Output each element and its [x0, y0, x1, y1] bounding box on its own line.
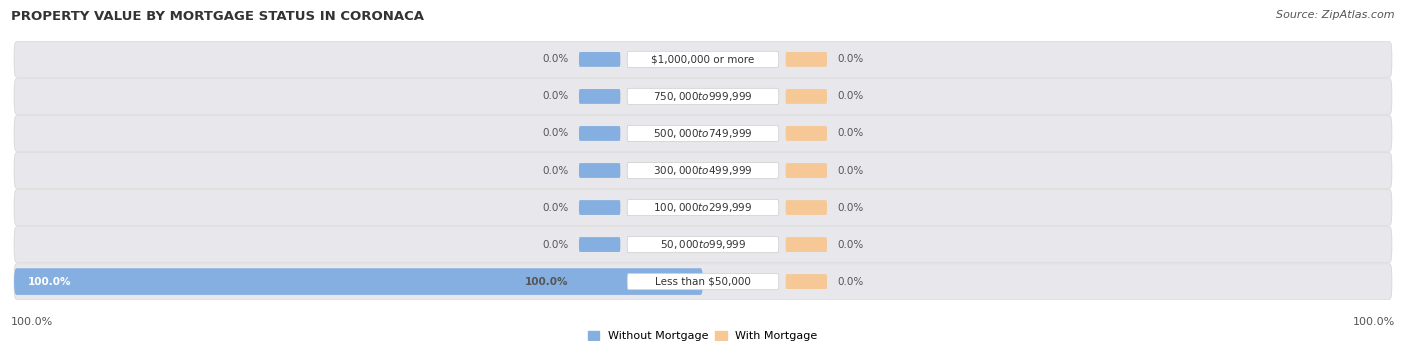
- Text: 0.0%: 0.0%: [838, 91, 863, 102]
- Text: 0.0%: 0.0%: [543, 203, 568, 212]
- Legend: Without Mortgage, With Mortgage: Without Mortgage, With Mortgage: [588, 331, 818, 341]
- FancyBboxPatch shape: [786, 237, 827, 252]
- FancyBboxPatch shape: [786, 163, 827, 178]
- FancyBboxPatch shape: [579, 200, 620, 215]
- FancyBboxPatch shape: [627, 199, 779, 216]
- Text: 0.0%: 0.0%: [543, 239, 568, 250]
- Text: 100.0%: 100.0%: [526, 277, 568, 286]
- Text: 0.0%: 0.0%: [838, 129, 863, 138]
- Text: $100,000 to $299,999: $100,000 to $299,999: [654, 201, 752, 214]
- FancyBboxPatch shape: [627, 162, 779, 179]
- Text: PROPERTY VALUE BY MORTGAGE STATUS IN CORONACA: PROPERTY VALUE BY MORTGAGE STATUS IN COR…: [11, 10, 425, 23]
- Text: $500,000 to $749,999: $500,000 to $749,999: [654, 127, 752, 140]
- FancyBboxPatch shape: [627, 125, 779, 142]
- FancyBboxPatch shape: [627, 273, 779, 290]
- FancyBboxPatch shape: [14, 153, 1392, 188]
- FancyBboxPatch shape: [579, 274, 620, 289]
- FancyBboxPatch shape: [786, 89, 827, 104]
- Text: 0.0%: 0.0%: [838, 277, 863, 286]
- FancyBboxPatch shape: [786, 274, 827, 289]
- FancyBboxPatch shape: [579, 126, 620, 141]
- FancyBboxPatch shape: [14, 79, 1392, 114]
- FancyBboxPatch shape: [579, 52, 620, 67]
- FancyBboxPatch shape: [786, 126, 827, 141]
- FancyBboxPatch shape: [627, 51, 779, 68]
- FancyBboxPatch shape: [14, 190, 1392, 225]
- Text: $300,000 to $499,999: $300,000 to $499,999: [654, 164, 752, 177]
- Text: $750,000 to $999,999: $750,000 to $999,999: [654, 90, 752, 103]
- FancyBboxPatch shape: [14, 42, 1392, 77]
- Text: 100.0%: 100.0%: [28, 277, 72, 286]
- FancyBboxPatch shape: [786, 52, 827, 67]
- FancyBboxPatch shape: [627, 236, 779, 253]
- Text: 0.0%: 0.0%: [543, 165, 568, 176]
- FancyBboxPatch shape: [14, 227, 1392, 262]
- Text: Source: ZipAtlas.com: Source: ZipAtlas.com: [1277, 10, 1395, 20]
- FancyBboxPatch shape: [14, 116, 1392, 151]
- FancyBboxPatch shape: [579, 89, 620, 104]
- Text: 100.0%: 100.0%: [11, 317, 53, 327]
- FancyBboxPatch shape: [786, 200, 827, 215]
- FancyBboxPatch shape: [14, 268, 703, 295]
- Text: 0.0%: 0.0%: [838, 203, 863, 212]
- Text: 0.0%: 0.0%: [838, 239, 863, 250]
- FancyBboxPatch shape: [579, 237, 620, 252]
- Text: 100.0%: 100.0%: [1353, 317, 1395, 327]
- Text: 0.0%: 0.0%: [838, 55, 863, 64]
- Text: 0.0%: 0.0%: [543, 91, 568, 102]
- FancyBboxPatch shape: [627, 88, 779, 105]
- Text: 0.0%: 0.0%: [543, 55, 568, 64]
- FancyBboxPatch shape: [14, 264, 1392, 299]
- Text: 0.0%: 0.0%: [838, 165, 863, 176]
- Text: $50,000 to $99,999: $50,000 to $99,999: [659, 238, 747, 251]
- FancyBboxPatch shape: [579, 163, 620, 178]
- Text: $1,000,000 or more: $1,000,000 or more: [651, 55, 755, 64]
- Text: 0.0%: 0.0%: [543, 129, 568, 138]
- Text: Less than $50,000: Less than $50,000: [655, 277, 751, 286]
